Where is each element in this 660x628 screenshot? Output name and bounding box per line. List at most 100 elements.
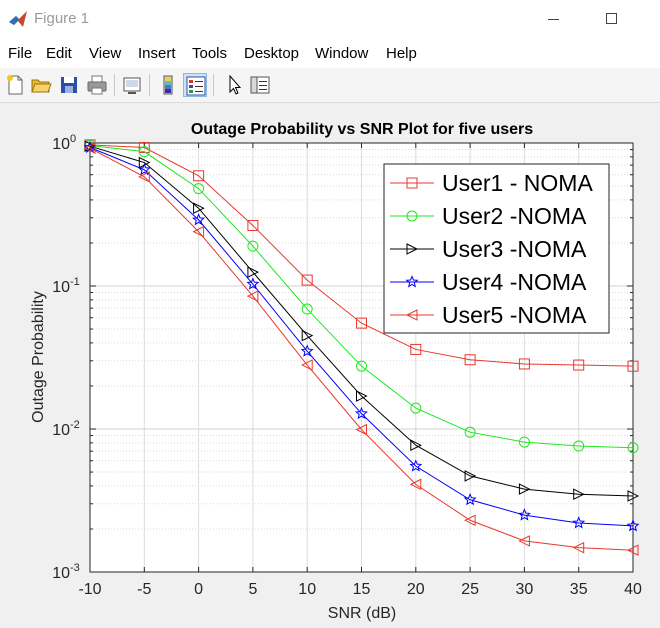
- data-point-triangle-right: [356, 390, 368, 402]
- data-series: [83, 139, 640, 557]
- minimize-icon[interactable]: [530, 0, 576, 38]
- x-tick-label: 0: [194, 581, 203, 598]
- insert-colorbar-icon[interactable]: [156, 73, 180, 97]
- x-tick-label: 20: [407, 581, 425, 598]
- legend-entry-label: User3 -NOMA: [442, 236, 587, 262]
- data-point-square: [406, 177, 418, 189]
- data-point-circle: [356, 360, 367, 372]
- series-user4: [83, 140, 640, 532]
- menu-window[interactable]: Window: [315, 45, 369, 62]
- data-point-triangle-right: [627, 490, 640, 502]
- data-point-triangle-right: [406, 243, 419, 255]
- data-point-circle: [573, 440, 585, 452]
- data-point-square: [247, 219, 259, 231]
- data-point-square: [410, 343, 422, 355]
- toolbar: [0, 68, 660, 103]
- data-point-pentagram: [409, 459, 423, 472]
- insert-legend-icon[interactable]: [183, 73, 207, 97]
- series-line: [89, 147, 634, 527]
- y-tick-exponent: -3: [70, 562, 80, 574]
- data-point-pentagram: [300, 344, 314, 357]
- data-point-triangle-right: [193, 202, 205, 215]
- data-point-triangle-left: [572, 541, 585, 554]
- data-point-triangle-right: [464, 470, 477, 482]
- data-point-triangle-left: [405, 309, 418, 321]
- legend-entry-label: User4 -NOMA: [442, 269, 587, 295]
- x-tick-label: -5: [137, 581, 151, 598]
- data-point-pentagram: [192, 213, 206, 226]
- data-point-triangle-right: [518, 483, 531, 495]
- data-point-square: [193, 170, 205, 182]
- data-point-triangle-left: [246, 290, 259, 302]
- x-tick-label: 15: [353, 581, 371, 598]
- y-tick-label: 10: [52, 422, 70, 439]
- y-tick-label: 10: [52, 136, 70, 153]
- x-tick-label: 40: [624, 581, 642, 598]
- data-point-pentagram: [572, 516, 586, 529]
- data-point-pentagram: [517, 508, 531, 521]
- data-point-triangle-right: [301, 329, 314, 342]
- series-line: [89, 145, 634, 497]
- data-point-circle: [410, 402, 422, 414]
- y-tick-exponent: -2: [70, 419, 80, 431]
- y-axis-label: Outage Probability: [30, 291, 47, 423]
- toolbar-separator: [149, 74, 150, 96]
- x-tick-label: 5: [248, 581, 257, 598]
- data-point-square: [356, 317, 367, 329]
- legend-entry-label: User2 -NOMA: [442, 203, 587, 229]
- x-tick-label: 10: [298, 581, 316, 598]
- data-point-pentagram: [463, 492, 477, 506]
- menu-insert[interactable]: Insert: [138, 45, 176, 62]
- series-user5: [83, 142, 639, 557]
- menu-edit[interactable]: Edit: [46, 45, 72, 62]
- pointer-icon[interactable]: [222, 73, 246, 97]
- data-point-circle: [464, 426, 476, 438]
- property-inspector-icon[interactable]: [248, 73, 272, 97]
- data-point-pentagram: [405, 275, 419, 288]
- menu-help[interactable]: Help: [386, 45, 417, 62]
- x-tick-label: 25: [461, 581, 479, 598]
- new-figure-icon[interactable]: [3, 73, 27, 97]
- data-point-triangle-right: [247, 266, 260, 278]
- link-plot-icon[interactable]: [120, 73, 144, 97]
- data-point-pentagram: [83, 140, 97, 154]
- save-icon[interactable]: [57, 73, 81, 97]
- open-file-icon[interactable]: [29, 73, 53, 97]
- y-tick-label: 10: [52, 565, 70, 582]
- data-point-circle: [627, 442, 639, 454]
- data-point-triangle-left: [518, 535, 530, 547]
- data-point-square: [301, 274, 313, 286]
- menu-desktop[interactable]: Desktop: [244, 45, 300, 62]
- maximize-icon[interactable]: [590, 0, 636, 38]
- data-point-circle: [247, 240, 259, 252]
- data-point-triangle-right: [410, 439, 422, 452]
- grid-lines: [90, 143, 633, 572]
- data-point-triangle-left: [355, 423, 367, 436]
- data-point-square: [464, 354, 476, 366]
- print-icon[interactable]: [85, 73, 109, 97]
- toolbar-separator: [114, 74, 115, 96]
- data-point-triangle-left: [409, 478, 422, 491]
- menu-tools[interactable]: Tools: [192, 45, 228, 62]
- data-point-square: [573, 359, 585, 371]
- series-user3: [84, 140, 640, 502]
- menu-file[interactable]: File: [8, 45, 33, 62]
- data-point-circle: [406, 210, 418, 222]
- data-point-triangle-left: [192, 225, 205, 238]
- data-point-pentagram: [137, 162, 151, 176]
- data-point-triangle-left: [301, 359, 313, 371]
- legend[interactable]: User1 - NOMA User2 -NOMA User3 -NOMA User4 …: [383, 163, 610, 334]
- data-point-square: [627, 360, 639, 372]
- series-line: [89, 145, 634, 449]
- x-tick-label: 35: [570, 581, 588, 598]
- menu-bar: File Edit View Insert Tools Desktop Wind…: [0, 38, 660, 68]
- window-title: Figure 1: [34, 10, 90, 27]
- window-titlebar: Figure 1: [0, 0, 660, 38]
- data-point-triangle-left: [463, 514, 476, 527]
- data-point-circle: [193, 183, 205, 195]
- menu-view[interactable]: View: [89, 45, 122, 62]
- data-point-triangle-right: [573, 488, 585, 501]
- matlab-logo-icon: [9, 11, 27, 27]
